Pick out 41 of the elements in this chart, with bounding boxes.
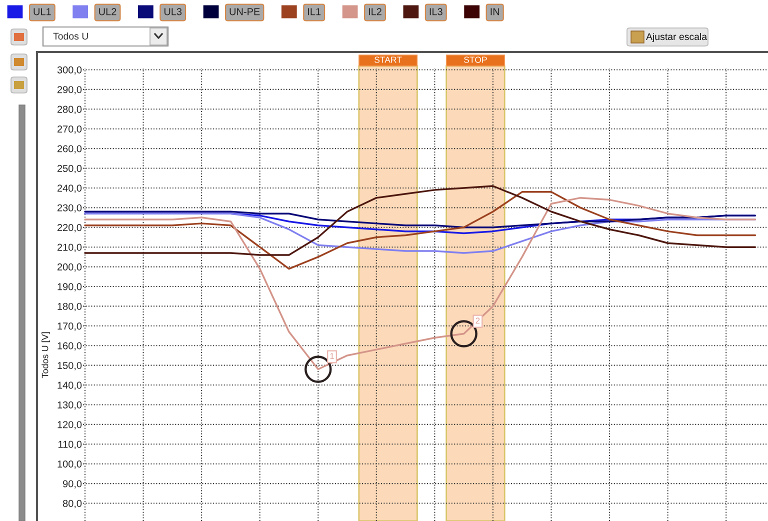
y-tick-label: 200,0 (57, 263, 82, 272)
y-tick-label: 230,0 (57, 204, 82, 213)
y-tick-label: 170,0 (58, 322, 82, 331)
annotation: STOP (464, 56, 487, 63)
y-tick-label: 160,0 (58, 342, 82, 351)
y-tick-label: 210,0 (57, 244, 82, 252)
annotation: 2 (476, 318, 480, 324)
line-series (84, 191, 756, 270)
y-tick-label: 260,0 (57, 145, 82, 154)
legend-label: UN-PE (230, 8, 260, 16)
y-tick-label: 80,0 (62, 500, 82, 508)
legend-label: IL3 (430, 8, 442, 16)
y-tick-label: 250,0 (57, 164, 82, 174)
text: Todos U (53, 32, 88, 40)
y-axis-title: Todos U [V] (42, 332, 50, 378)
legend-label: UL2 (99, 8, 116, 16)
y-tick-label: 190,0 (58, 283, 82, 292)
y-tick-label: 130,0 (58, 401, 82, 410)
y-tick-label: 280,0 (57, 106, 82, 114)
annotation: 1 (330, 353, 334, 359)
y-tick-label: 270,0 (57, 125, 82, 134)
legend-label: IL1 (308, 8, 321, 16)
y-tick-label: 140,0 (58, 382, 82, 390)
legend-label: IN (490, 8, 500, 16)
y-tick-label: 150,0 (58, 362, 82, 370)
y-tick-label: 240,0 (57, 184, 82, 193)
y-tick-label: 180,0 (58, 302, 82, 312)
y-tick-label: 290,0 (57, 86, 82, 94)
legend-label: UL1 (34, 8, 51, 16)
line-series (84, 185, 756, 256)
y-tick-label: 300,0 (57, 66, 82, 75)
line-series (84, 210, 756, 228)
y-tick-label: 90,0 (63, 480, 82, 488)
y-tick-label: 220,0 (57, 224, 82, 232)
text: Ajustar escala (646, 32, 708, 42)
y-tick-label: 120,0 (58, 421, 82, 430)
y-tick-label: 100,0 (58, 460, 82, 469)
y-tick-label: 110,0 (58, 440, 82, 450)
annotation: START (374, 56, 402, 63)
legend-label: IL2 (368, 8, 382, 16)
legend-label: UL3 (164, 8, 182, 16)
